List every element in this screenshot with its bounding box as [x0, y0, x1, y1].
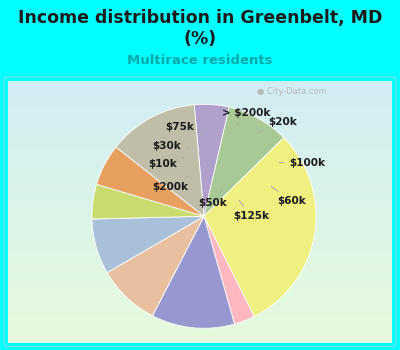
Wedge shape — [152, 216, 234, 328]
Text: $125k: $125k — [233, 201, 269, 221]
Text: $10k: $10k — [148, 158, 184, 169]
Wedge shape — [107, 216, 204, 316]
Text: $75k: $75k — [165, 122, 204, 135]
Text: > $200k: > $200k — [222, 108, 271, 125]
Wedge shape — [92, 184, 204, 219]
Wedge shape — [116, 105, 204, 216]
Text: $50k: $50k — [198, 189, 227, 208]
Text: ● City-Data.com: ● City-Data.com — [257, 88, 327, 97]
Text: Multirace residents: Multirace residents — [127, 54, 273, 67]
Wedge shape — [204, 216, 254, 324]
Wedge shape — [92, 216, 204, 273]
Text: $30k: $30k — [153, 141, 188, 151]
Text: $100k: $100k — [280, 158, 325, 168]
Text: $200k: $200k — [152, 176, 188, 192]
Text: $20k: $20k — [258, 117, 297, 132]
Text: $60k: $60k — [271, 187, 306, 205]
Text: Income distribution in Greenbelt, MD
(%): Income distribution in Greenbelt, MD (%) — [18, 9, 382, 48]
Wedge shape — [204, 107, 284, 216]
Wedge shape — [97, 147, 204, 216]
Wedge shape — [204, 138, 316, 316]
Wedge shape — [194, 104, 229, 216]
